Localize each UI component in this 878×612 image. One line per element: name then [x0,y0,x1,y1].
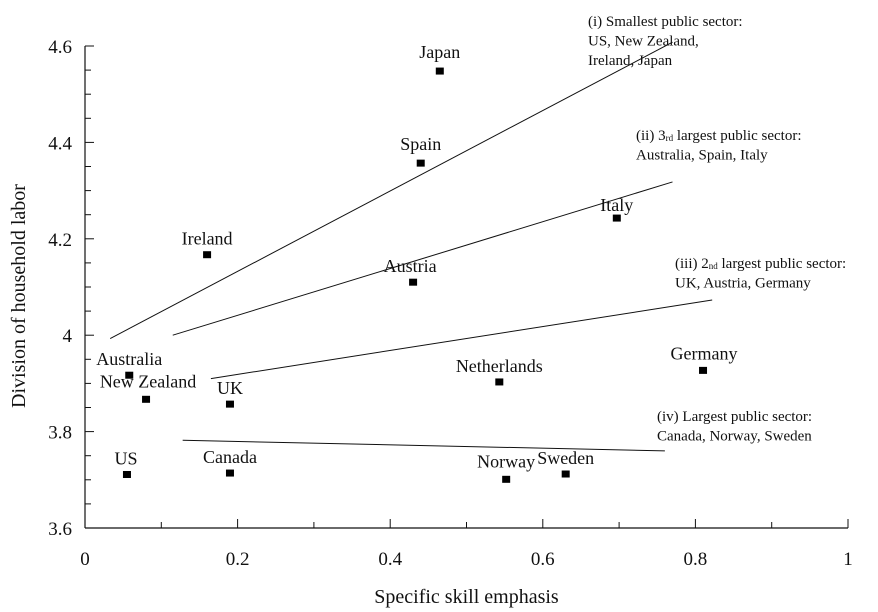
annotation-line: Canada, Norway, Sweden [657,429,812,445]
point-austria [409,278,418,286]
point-labels: JapanSpainItalyIrelandAustriaAustraliaNe… [96,42,737,471]
y-tick-label: 4.4 [48,133,72,154]
point-sweden [561,470,570,478]
annotation-line: US, New Zealand, [588,34,699,50]
point-uk [225,400,234,408]
point-germany [699,366,708,374]
point-label-ireland: Ireland [182,229,233,249]
x-tick-label: 0.8 [684,549,708,570]
annotation-4: (iv) Largest public sector: Canada, Norwa… [657,409,812,445]
point-italy [612,214,621,222]
point-ireland [203,251,212,259]
annotation-line: (iv) Largest public sector: [657,409,812,425]
point-label-austria: Austria [384,256,437,276]
point-australia [125,371,134,379]
annotation-1: (i) Smallest public sector: US, New Zeala… [588,14,743,69]
axes: 0 0.2 0.4 0.6 0.8 1 3.6 3.8 4 4.2 4.4 4.6 [48,37,853,570]
x-tick-label: 0.2 [226,549,250,570]
annotation-line: UK, Austria, Germany [675,276,811,292]
x-axis-title: Specific skill emphasis [374,586,559,608]
annotations: (i) Smallest public sector: US, New Zeala… [588,14,846,445]
annotation-line: Ireland, Japan [588,53,673,69]
y-tick-label: 3.8 [48,423,72,444]
point-new-zealand [142,395,151,403]
x-tick-label: 0.6 [531,549,555,570]
point-label-netherlands: Netherlands [456,356,543,376]
fit-line-4 [182,439,665,452]
annotation-line: Australia, Spain, Italy [636,148,768,164]
x-tick-label: 1 [843,549,853,570]
point-label-spain: Spain [400,134,441,154]
y-tick-label: 4.2 [48,230,72,251]
fit-line-2 [172,181,673,336]
point-label-uk: UK [217,378,243,398]
fit-lines [109,41,713,452]
x-tick-label: 0.4 [378,549,402,570]
y-axis-title: Division of household labor [8,184,30,408]
point-label-us: US [114,448,137,468]
point-label-germany: Germany [671,343,738,363]
point-netherlands [495,378,504,386]
fit-line-1 [109,41,673,340]
point-us [122,470,131,478]
point-label-canada: Canada [203,447,257,467]
annotation-2: (ii) 3rd largest public sector: Australia… [636,128,802,164]
point-label-japan: Japan [419,42,460,62]
fit-line-3 [210,299,713,380]
point-label-norway: Norway [477,451,535,471]
point-spain [416,159,425,167]
y-tick-label: 4.6 [48,37,72,58]
data-points [122,67,708,483]
point-label-italy: Italy [600,195,633,215]
point-label-new-zealand: New Zealand [100,371,196,391]
point-norway [502,475,511,483]
y-tick-label: 4 [63,326,73,347]
annotation-line: (i) Smallest public sector: [588,14,743,30]
annotation-3: (iii) 2nd largest public sector: UK, Aust… [675,256,846,292]
point-label-sweden: Sweden [537,448,594,468]
annotation-line: (iii) 2nd largest public sector: [675,256,846,272]
point-japan [435,67,444,75]
y-tick-label: 3.6 [48,519,72,540]
point-canada [225,469,234,477]
annotation-line: (ii) 3rd largest public sector: [636,128,802,144]
x-tick-label: 0 [80,549,90,570]
point-label-australia: Australia [96,349,162,369]
